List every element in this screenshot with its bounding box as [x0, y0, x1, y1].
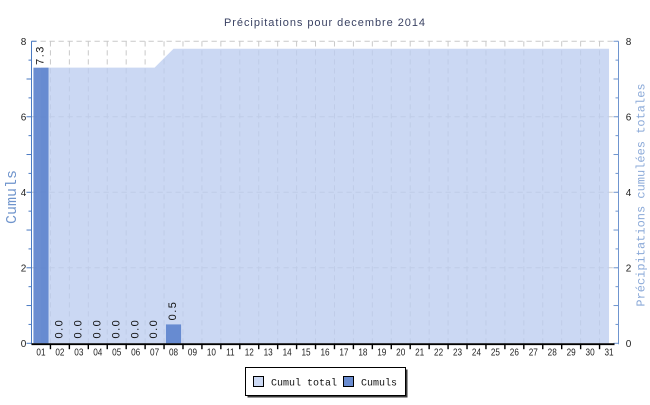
svg-text:0.0: 0.0 [54, 319, 66, 339]
svg-text:Cumuls: Cumuls [4, 170, 21, 224]
svg-text:11: 11 [226, 347, 235, 358]
svg-text:0: 0 [21, 339, 27, 350]
svg-text:02: 02 [55, 347, 64, 358]
svg-text:Cumul total: Cumul total [271, 378, 337, 390]
svg-text:6: 6 [626, 112, 632, 123]
svg-text:01: 01 [36, 347, 45, 358]
svg-text:4: 4 [21, 188, 27, 199]
svg-text:Cumuls: Cumuls [361, 378, 397, 390]
svg-text:21: 21 [415, 347, 424, 358]
svg-text:0.0: 0.0 [110, 319, 122, 339]
svg-text:2: 2 [21, 263, 27, 274]
svg-text:22: 22 [434, 347, 443, 358]
svg-text:31: 31 [604, 347, 613, 358]
svg-text:26: 26 [510, 347, 519, 358]
svg-text:16: 16 [320, 347, 329, 358]
svg-text:30: 30 [586, 347, 595, 358]
svg-text:07: 07 [150, 347, 159, 358]
svg-text:06: 06 [131, 347, 140, 358]
svg-text:0.0: 0.0 [91, 319, 103, 339]
svg-text:Précipitations pour decembre 2: Précipitations pour decembre 2014 [224, 17, 426, 29]
svg-text:19: 19 [377, 347, 386, 358]
svg-text:Précipitations cumulées totale: Précipitations cumulées totales [635, 83, 649, 306]
svg-text:08: 08 [169, 347, 178, 358]
svg-text:25: 25 [491, 347, 500, 358]
svg-text:05: 05 [112, 347, 121, 358]
svg-text:2: 2 [626, 263, 632, 274]
svg-text:29: 29 [567, 347, 576, 358]
svg-text:0.0: 0.0 [129, 319, 141, 339]
svg-text:03: 03 [74, 347, 83, 358]
svg-text:0.0: 0.0 [148, 319, 160, 339]
svg-text:14: 14 [283, 347, 292, 358]
svg-text:0.5: 0.5 [167, 301, 179, 321]
svg-text:13: 13 [264, 347, 273, 358]
svg-text:10: 10 [207, 347, 216, 358]
svg-text:8: 8 [626, 37, 632, 48]
svg-text:12: 12 [245, 347, 254, 358]
svg-text:8: 8 [21, 37, 27, 48]
svg-text:7.3: 7.3 [35, 45, 47, 65]
svg-text:0.0: 0.0 [72, 319, 84, 339]
svg-text:15: 15 [302, 347, 311, 358]
svg-text:4: 4 [626, 188, 632, 199]
svg-text:28: 28 [548, 347, 557, 358]
svg-text:09: 09 [188, 347, 197, 358]
svg-text:27: 27 [529, 347, 538, 358]
svg-text:23: 23 [453, 347, 462, 358]
svg-text:20: 20 [396, 347, 405, 358]
svg-text:0: 0 [626, 339, 632, 350]
svg-text:17: 17 [339, 347, 348, 358]
svg-text:6: 6 [21, 112, 27, 123]
svg-text:18: 18 [358, 347, 367, 358]
svg-text:24: 24 [472, 347, 481, 358]
svg-text:04: 04 [93, 347, 102, 358]
